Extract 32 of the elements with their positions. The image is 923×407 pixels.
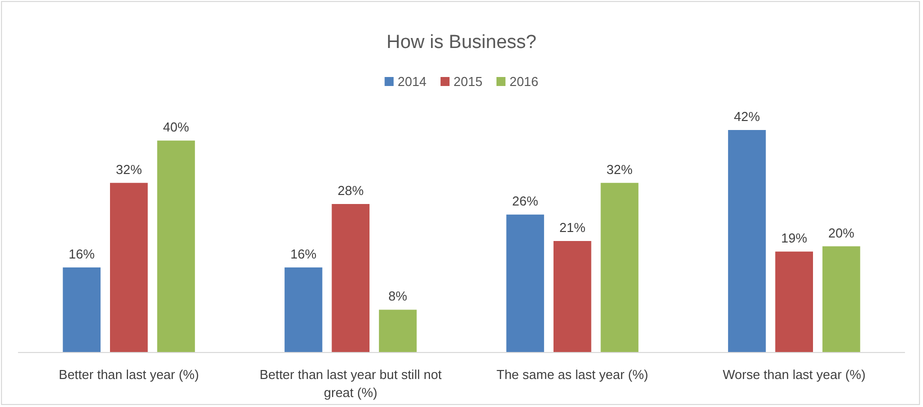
bar [332, 204, 370, 352]
data-label: 8% [388, 288, 408, 304]
bar [110, 182, 148, 352]
data-label: 19% [781, 230, 808, 246]
x-tick-label: Better than last year (%) [58, 367, 199, 382]
bar [728, 130, 766, 352]
legend-label: 2015 [454, 74, 482, 89]
x-tick-label: Better than last year but still not great (%) [260, 367, 442, 400]
data-label: 32% [116, 162, 142, 177]
bar [600, 182, 638, 352]
bar [62, 267, 101, 352]
data-label: 20% [828, 225, 855, 240]
bar [284, 267, 322, 352]
data-label: 26% [512, 194, 539, 209]
x-tick-label: Worse than last year (%) [722, 367, 866, 382]
data-label: 16% [68, 246, 96, 262]
bar [506, 214, 544, 352]
data-label: 16% [290, 246, 317, 262]
chart-title: How is Business? [386, 32, 536, 53]
data-label: 32% [606, 162, 633, 177]
bar [554, 241, 592, 352]
bar [775, 252, 813, 352]
data-label: 28% [338, 183, 364, 198]
data-label: 40% [163, 120, 190, 135]
bar [157, 140, 195, 352]
bar [378, 310, 417, 352]
x-tick-label: The same as last year (%) [496, 367, 648, 382]
legend-label: 2016 [509, 74, 538, 89]
bar [822, 246, 860, 352]
legend-label: 2014 [398, 74, 427, 89]
data-label: 42% [734, 109, 760, 124]
data-label: 21% [559, 220, 586, 235]
